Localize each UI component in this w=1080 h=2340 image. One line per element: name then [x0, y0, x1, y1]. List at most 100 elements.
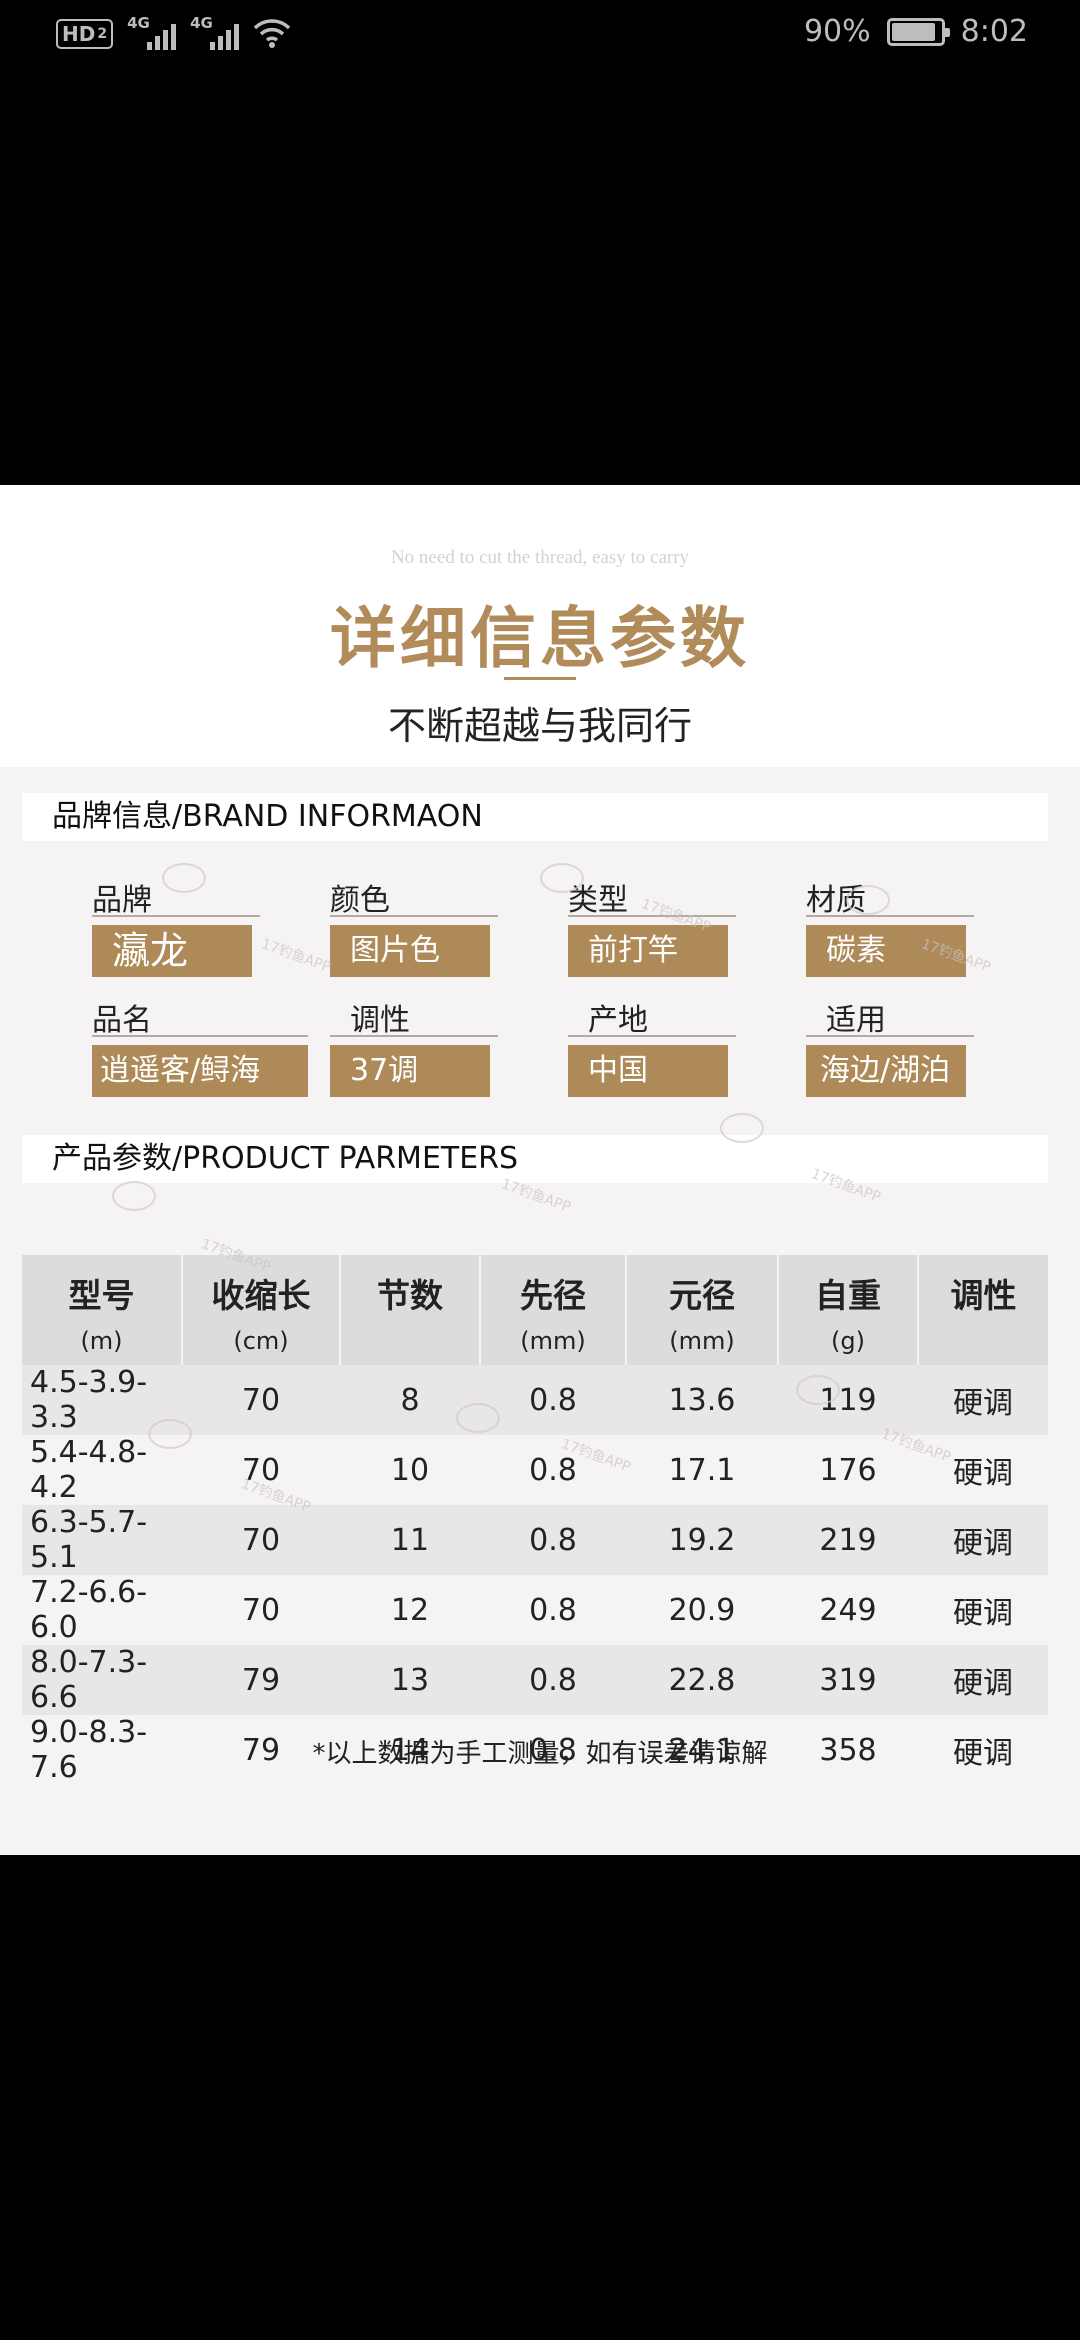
hd-voice-icon: HD 2 [56, 19, 114, 49]
divider [330, 915, 498, 917]
color-label: 颜色 [330, 883, 390, 918]
status-left: HD 2 4G 4G [56, 14, 291, 50]
table-cell: 11 [340, 1505, 480, 1575]
watermark-logo-icon [796, 1375, 840, 1405]
type-label: 类型 [568, 883, 628, 918]
sim1-signal-icon: 4G [127, 14, 177, 50]
table-cell: 0.8 [480, 1435, 626, 1505]
table-cell: 70 [182, 1365, 340, 1435]
divider [806, 915, 974, 917]
material-value: 碳素 [806, 925, 966, 977]
battery-percent: 90% [803, 14, 871, 49]
table-row: 8.0-7.3-6.6 79 13 0.8 22.8 319 硬调 [22, 1645, 1048, 1715]
type-value: 前打竿 [568, 925, 728, 977]
english-tagline: No need to cut the thread, easy to carry [390, 547, 690, 568]
table-cell: 20.9 [626, 1575, 778, 1645]
brand-section-header: 品牌信息/BRAND INFORMAON [22, 793, 1048, 841]
table-cell: 0.8 [480, 1645, 626, 1715]
table-cell: 13.6 [626, 1365, 778, 1435]
origin-value: 中国 [568, 1045, 728, 1097]
status-right: 90% 8:02 [804, 14, 1028, 49]
column-header: 型号 (m) [22, 1255, 183, 1365]
table-cell: 10 [340, 1435, 480, 1505]
table-row: 6.3-5.7-5.1 70 11 0.8 19.2 219 硬调 [22, 1505, 1048, 1575]
status-bar: HD 2 4G 4G 90% 8:02 [0, 0, 1080, 76]
header-area [0, 485, 1080, 767]
watermark-logo-icon [162, 863, 206, 893]
column-header: 元径 (mm) [626, 1255, 779, 1365]
table-cell: 13 [340, 1645, 480, 1715]
table-cell: 79 [182, 1715, 340, 1785]
wifi-icon [253, 19, 291, 48]
table-cell: 0.8 [480, 1715, 626, 1785]
table-cell: 119 [778, 1365, 918, 1435]
divider [806, 1035, 974, 1037]
watermark-logo-icon [846, 885, 890, 915]
divider [330, 1035, 498, 1037]
watermark-logo-icon [540, 863, 584, 893]
color-value: 图片色 [330, 925, 490, 977]
measurement-note: *以上数据为手工测量，如有误差请谅解 [312, 1739, 768, 1769]
table-cell: 硬调 [918, 1715, 1048, 1785]
battery-icon [886, 17, 950, 46]
page-subtitle: 不断超越与我同行 [387, 704, 692, 748]
table-cell: 249 [778, 1575, 918, 1645]
table-header-row: 型号 (m) 收缩长 (cm) 节数 先径 (mm) 元径 (mm) 自重 (g) 调性 [22, 1255, 1048, 1365]
table-row: 9.0-8.3-7.6 79 14 0.8 24.1 358 硬调 [22, 1715, 1048, 1785]
watermark-logo-icon [148, 1419, 192, 1449]
table-cell: 硬调 [918, 1645, 1048, 1715]
table-cell: 5.4-4.8-4.2 [22, 1435, 182, 1505]
brand-value: 瀛龙 [92, 925, 252, 977]
table-cell: 硬调 [918, 1435, 1048, 1505]
divider [568, 915, 736, 917]
table-cell: 22.8 [626, 1645, 778, 1715]
table-row: 4.5-3.9-3.3 70 8 0.8 13.6 119 硬调 [22, 1365, 1048, 1435]
table-cell: 70 [182, 1505, 340, 1575]
usage-value: 海边/湖泊 [806, 1045, 966, 1097]
table-cell: 6.3-5.7-5.1 [22, 1505, 182, 1575]
table-cell: 17.1 [626, 1435, 778, 1505]
brand-label: 品牌 [92, 883, 152, 918]
table-cell: 79 [182, 1645, 340, 1715]
table-cell: 硬调 [918, 1505, 1048, 1575]
column-header: 自重 (g) [778, 1255, 919, 1365]
table-cell: 12 [340, 1575, 480, 1645]
table-row: 5.4-4.8-4.2 70 10 0.8 17.1 176 硬调 [22, 1435, 1048, 1505]
column-header: 先径 (mm) [480, 1255, 627, 1365]
table-cell: 176 [778, 1435, 918, 1505]
column-header: 节数 [340, 1255, 481, 1365]
sim2-signal-icon: 4G [190, 14, 240, 50]
watermark-logo-icon [720, 1113, 764, 1143]
product-name-label: 品名 [92, 1003, 152, 1038]
title-divider [504, 677, 576, 680]
table-cell: 24.1 [626, 1715, 778, 1785]
watermark: 17钓鱼APP [259, 936, 333, 976]
table-cell: 70 [182, 1435, 340, 1505]
watermark-logo-icon [112, 1181, 156, 1211]
table-cell: 219 [778, 1505, 918, 1575]
product-detail-image[interactable]: No need to cut the thread, easy to carry… [0, 485, 1080, 1855]
table-cell: 70 [182, 1575, 340, 1645]
column-header: 调性 [918, 1255, 1048, 1365]
table-row: 7.2-6.6-6.0 70 12 0.8 20.9 249 硬调 [22, 1575, 1048, 1645]
table-cell: 0.8 [480, 1575, 626, 1645]
table-cell: 0.8 [480, 1365, 626, 1435]
table-cell: 7.2-6.6-6.0 [22, 1575, 182, 1645]
origin-label: 产地 [588, 1003, 648, 1038]
table-cell: 8.0-7.3-6.6 [22, 1645, 182, 1715]
table-cell: 0.8 [480, 1505, 626, 1575]
divider [568, 1035, 736, 1037]
divider [92, 915, 260, 917]
table-cell: 358 [778, 1715, 918, 1785]
product-name-value: 逍遥客/鲟海 [92, 1045, 308, 1097]
action-value: 37调 [330, 1045, 490, 1097]
table-cell: 硬调 [918, 1575, 1048, 1645]
usage-label: 适用 [826, 1003, 886, 1038]
divider [92, 1035, 308, 1037]
spec-table: 型号 (m) 收缩长 (cm) 节数 先径 (mm) 元径 (mm) 自重 (g) 调性 … [22, 1255, 1048, 1785]
clock: 8:02 [960, 14, 1028, 49]
watermark-logo-icon [456, 1403, 500, 1433]
table-cell: 硬调 [918, 1365, 1048, 1435]
table-cell: 14 [340, 1715, 480, 1785]
table-cell: 19.2 [626, 1505, 778, 1575]
